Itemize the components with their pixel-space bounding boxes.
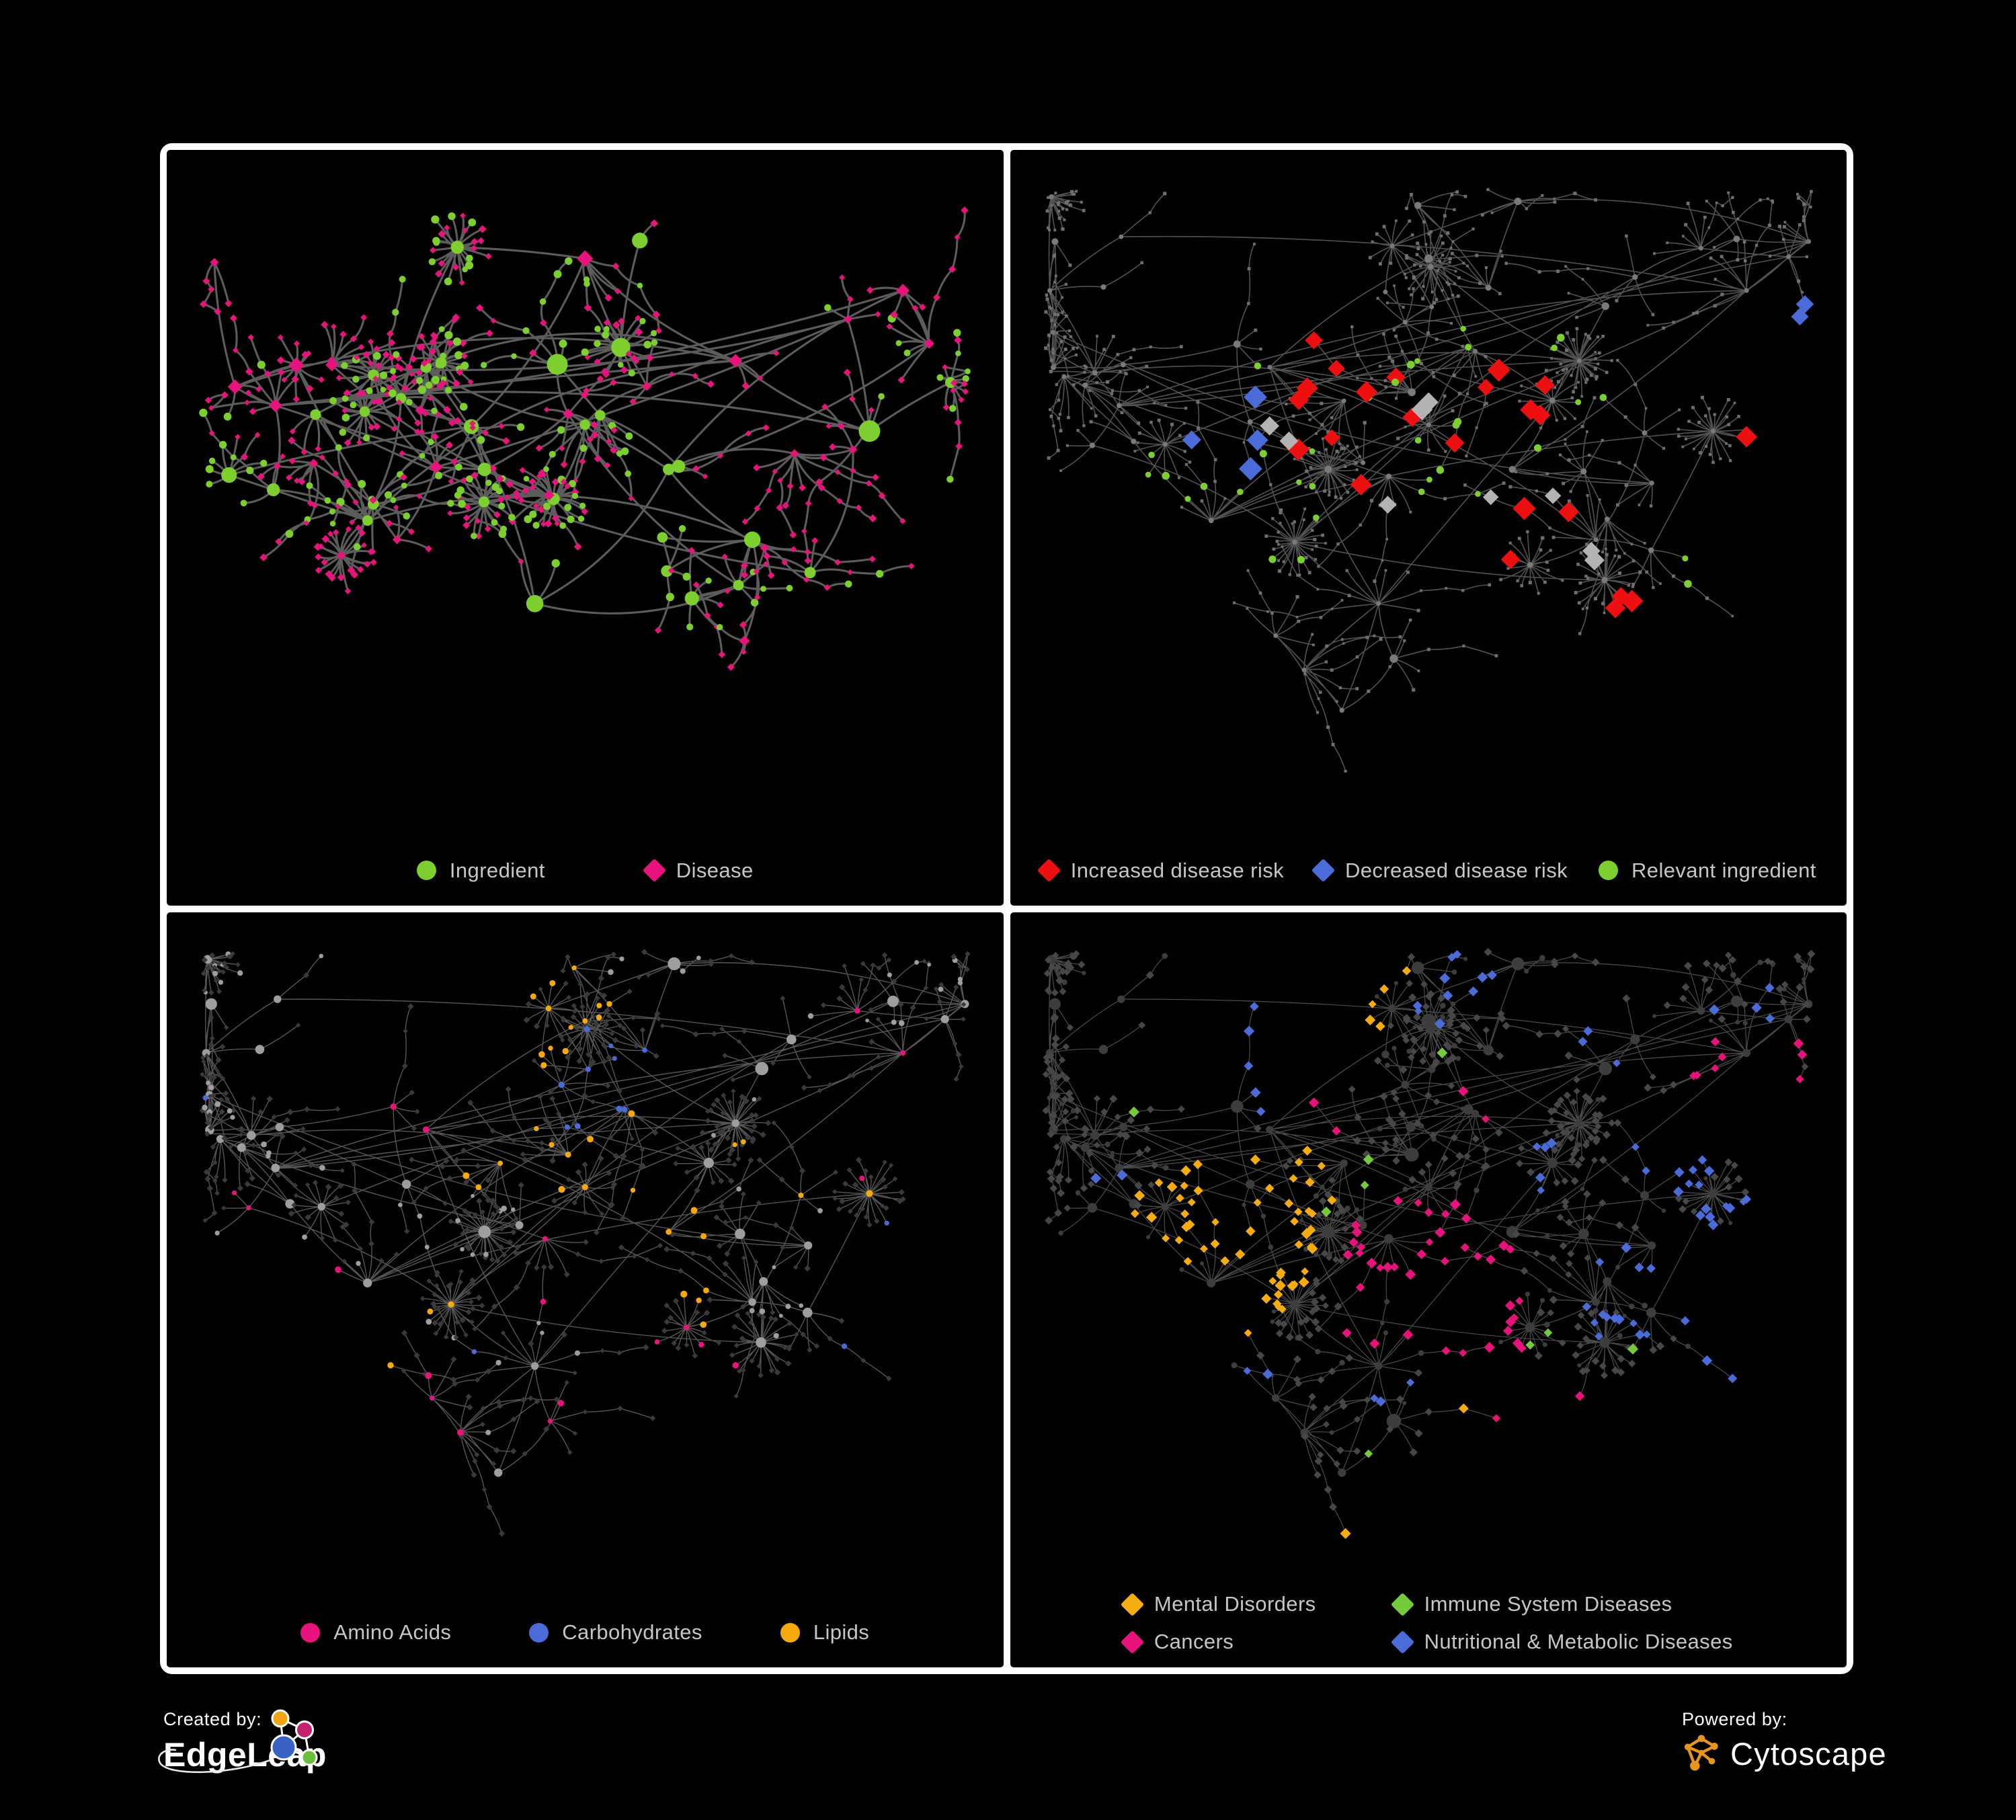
network-highlight-nodes [1145, 295, 1814, 619]
lipids-circle-icon [780, 1622, 800, 1643]
network-graph-ingredient-disease [199, 206, 971, 671]
network-highlight-nodes [202, 965, 906, 1435]
increased-risk-diamond-icon [1037, 858, 1061, 883]
network-nodes [199, 206, 971, 671]
network-nodes [199, 948, 971, 1537]
network-edges [1045, 189, 1812, 772]
legend: Amino Acids Carbohydrates Lipids [167, 1620, 1004, 1645]
powered-by-block: Powered by: [1682, 1709, 1887, 1773]
legend-label: Cancers [1154, 1630, 1234, 1653]
legend-item: Mental Disorders [1120, 1592, 1316, 1616]
legend-label: Lipids [813, 1620, 870, 1644]
powered-by-label: Powered by: [1682, 1709, 1787, 1729]
immune-diseases-diamond-icon [1390, 1592, 1414, 1616]
legend-item: Ingredient [416, 858, 545, 883]
legend-item: Nutritional & Metabolic Diseases [1390, 1630, 1733, 1654]
relevant-ingredient-circle-icon [1599, 861, 1619, 880]
legend: Ingredient Disease [167, 859, 1004, 883]
network-graph-disease-risk [1043, 188, 1814, 773]
network-highlight-nodes [1090, 949, 1807, 1539]
network-nodes [1043, 188, 1813, 773]
panel-nutrient-classes: Amino Acids Carbohydrates Lipids [167, 912, 1004, 1667]
metabolic-diseases-diamond-icon [1390, 1630, 1414, 1654]
panels-grid: Ingredient Disease Increased disease ris… [160, 143, 1853, 1674]
panel-ingredient-disease: Ingredient Disease [167, 150, 1004, 906]
legend-label: Relevant ingredient [1631, 858, 1816, 882]
legend-item: Carbohydrates [529, 1620, 702, 1645]
legend-label: Immune System Diseases [1424, 1592, 1672, 1616]
legend-label: Amino Acids [333, 1620, 452, 1644]
carbohydrates-circle-icon [529, 1622, 549, 1643]
amino-acids-circle-icon [300, 1622, 321, 1643]
legend-item: Cancers [1120, 1630, 1316, 1654]
legend-label: Disease [676, 858, 754, 882]
mental-disorders-diamond-icon [1120, 1592, 1145, 1616]
network-edges [1045, 951, 1812, 1534]
legend-label: Carbohydrates [562, 1620, 702, 1644]
cancers-diamond-icon [1120, 1630, 1145, 1654]
created-by-label: Created by: [163, 1709, 262, 1729]
legend-label: Nutritional & Metabolic Diseases [1424, 1630, 1733, 1653]
cytoscape-logo-icon [1684, 1735, 1718, 1771]
legend: Increased disease risk Decreased disease… [1010, 859, 1847, 883]
network-graph-nutrient-classes [199, 948, 971, 1537]
cytoscape-wordmark: Cytoscape [1730, 1735, 1887, 1772]
panel-disease-risk: Increased disease risk Decreased disease… [1010, 150, 1847, 906]
legend: Mental Disorders Immune System Diseases … [1010, 1592, 1847, 1654]
legend-item: Relevant ingredient [1599, 859, 1816, 883]
network-nodes [1041, 947, 1815, 1511]
legend-item: Increased disease risk [1037, 858, 1284, 883]
network-graph-disease-classes [1041, 947, 1815, 1539]
legend-label: Ingredient [449, 858, 545, 882]
legend-item: Lipids [780, 1620, 869, 1645]
edgeleap-wordmark: EdgeLeap [163, 1736, 327, 1774]
disease-diamond-icon [642, 858, 666, 883]
legend-item: Disease [642, 858, 754, 883]
created-by-block: Created by: EdgeLeap [158, 1709, 327, 1774]
legend-label: Mental Disorders [1154, 1592, 1316, 1616]
legend-label: Increased disease risk [1070, 858, 1284, 882]
panel-disease-classes: Mental Disorders Immune System Diseases … [1010, 912, 1847, 1667]
ingredient-circle-icon [416, 861, 436, 880]
legend-label: Decreased disease risk [1345, 858, 1568, 882]
legend-item: Amino Acids [300, 1620, 451, 1645]
legend-item: Immune System Diseases [1390, 1592, 1733, 1616]
network-edges [202, 951, 969, 1534]
legend-item: Decreased disease risk [1311, 858, 1568, 883]
decreased-risk-diamond-icon [1311, 858, 1336, 883]
